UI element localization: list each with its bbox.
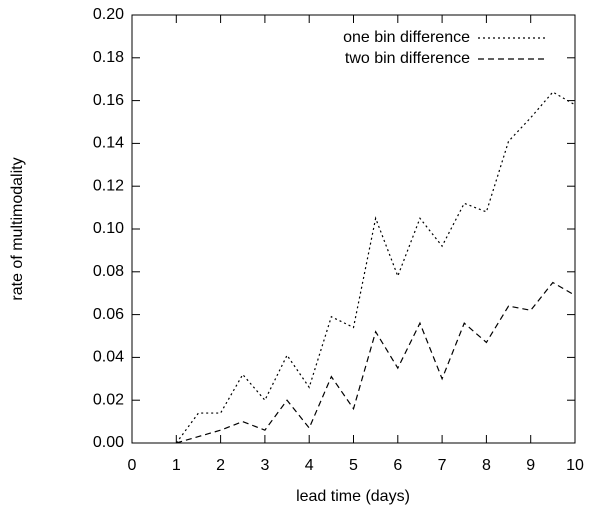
x-tick-label: 0	[128, 457, 137, 474]
x-tick-label: 5	[349, 457, 358, 474]
y-tick-label: 0.08	[93, 263, 124, 280]
x-tick-label: 9	[526, 457, 535, 474]
x-tick-label: 2	[216, 457, 225, 474]
y-tick-label: 0.12	[93, 177, 124, 194]
x-tick-label: 7	[438, 457, 447, 474]
y-tick-label: 0.20	[93, 6, 124, 23]
legend-label: two bin difference	[345, 50, 470, 67]
y-tick-label: 0.04	[93, 349, 124, 366]
y-tick-label: 0.18	[93, 49, 124, 66]
x-tick-label: 3	[260, 457, 269, 474]
x-tick-label: 1	[172, 457, 181, 474]
y-tick-label: 0.06	[93, 306, 124, 323]
y-tick-label: 0.10	[93, 220, 124, 237]
x-tick-label: 10	[566, 457, 584, 474]
x-tick-label: 4	[305, 457, 314, 474]
y-tick-label: 0.16	[93, 92, 124, 109]
y-axis-label: rate of multimodality	[9, 157, 26, 300]
y-tick-label: 0.14	[93, 135, 124, 152]
legend-label: one bin difference	[343, 29, 470, 46]
x-tick-label: 8	[482, 457, 491, 474]
y-tick-label: 0.00	[93, 434, 124, 451]
series-line	[176, 281, 576, 444]
y-tick-label: 0.02	[93, 391, 124, 408]
x-axis-label: lead time (days)	[296, 488, 410, 505]
x-tick-label: 6	[393, 457, 402, 474]
series-line	[175, 91, 576, 444]
plot-frame	[131, 14, 576, 444]
